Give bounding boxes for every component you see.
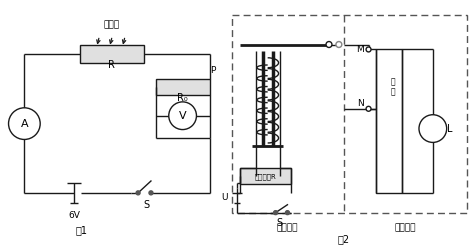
Text: R₀: R₀: [177, 93, 188, 103]
Circle shape: [169, 102, 197, 130]
Circle shape: [326, 42, 332, 48]
Circle shape: [419, 115, 446, 142]
Bar: [377, 49, 402, 193]
Text: 6V: 6V: [68, 211, 80, 220]
Text: S: S: [143, 200, 149, 210]
Bar: [80, 46, 144, 63]
Text: 源: 源: [391, 87, 396, 97]
Bar: [232, 15, 467, 213]
Circle shape: [9, 108, 40, 139]
Text: L: L: [447, 123, 452, 134]
Text: 電: 電: [391, 78, 396, 86]
Text: A: A: [20, 119, 28, 129]
Text: 控制電路: 控制電路: [277, 223, 298, 232]
Text: 图1: 图1: [76, 225, 88, 235]
Circle shape: [149, 191, 153, 195]
Bar: [156, 79, 210, 95]
Circle shape: [366, 47, 371, 52]
Circle shape: [336, 42, 342, 48]
Circle shape: [366, 106, 371, 111]
Text: R: R: [108, 60, 115, 70]
Circle shape: [136, 191, 140, 195]
Text: 图2: 图2: [338, 234, 350, 244]
Text: 工作電路: 工作電路: [394, 223, 416, 232]
Text: U: U: [222, 193, 228, 202]
Text: V: V: [179, 111, 186, 121]
Text: M: M: [356, 45, 363, 54]
Circle shape: [274, 211, 277, 215]
Text: S: S: [276, 218, 283, 228]
Text: N: N: [357, 99, 363, 108]
Circle shape: [285, 211, 289, 215]
Bar: [240, 168, 291, 184]
Text: P: P: [210, 66, 216, 75]
Text: 照射光: 照射光: [104, 20, 119, 29]
Circle shape: [337, 43, 341, 46]
Text: 光敏電阻R: 光敏電阻R: [255, 174, 276, 180]
